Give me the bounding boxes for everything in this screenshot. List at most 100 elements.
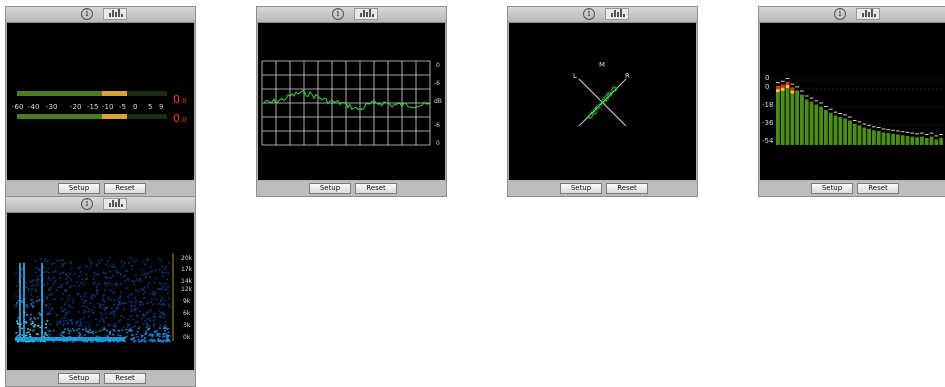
setup-button[interactable]: Setup: [58, 183, 100, 194]
bars-display-icon[interactable]: [103, 8, 127, 20]
band-bar: [924, 138, 929, 145]
stereo-scope-display: L M R: [509, 23, 696, 180]
bars-display-icon[interactable]: [354, 8, 378, 20]
bars-display-icon[interactable]: [103, 198, 127, 210]
reset-button[interactable]: Reset: [355, 183, 397, 194]
meter-scale-label: 5: [148, 103, 152, 111]
scale-label: -6: [434, 122, 440, 129]
band-bar: [809, 101, 814, 145]
band-bar: [867, 128, 871, 145]
panel-titlebar: i: [508, 7, 697, 23]
reset-button[interactable]: Reset: [104, 373, 146, 384]
band-bar: [790, 87, 795, 145]
panel-footer: Setup Reset: [759, 181, 945, 196]
meter-scale-label: 9: [159, 103, 163, 111]
info-circle-icon[interactable]: i: [583, 8, 595, 20]
reset-button[interactable]: Reset: [857, 183, 899, 194]
band-bar: [828, 112, 833, 145]
freq-label: 14k: [181, 278, 193, 285]
band-bar: [838, 117, 843, 145]
scale-label: 0: [765, 74, 769, 82]
meter-scale-label: -5: [119, 103, 126, 111]
meter-left-bar: [17, 91, 125, 96]
band-bar: [862, 127, 867, 145]
band-bar: [843, 118, 847, 145]
panel-footer: Setup Reset: [257, 181, 446, 196]
meter-scale-label: -20: [70, 103, 81, 111]
band-bar: [929, 136, 934, 145]
bars-display-icon[interactable]: [605, 8, 629, 20]
panel-footer: Setup Reset: [6, 371, 195, 386]
freq-label: 17k: [181, 266, 193, 273]
band-bar: [881, 132, 886, 145]
setup-button[interactable]: Setup: [309, 183, 351, 194]
spectrogram-display: 20k 17k 14k 12k 9k 6k 3k 0k: [7, 213, 194, 370]
band-bar: [833, 115, 838, 145]
meter-scale-label: 0: [133, 103, 137, 111]
reset-button[interactable]: Reset: [104, 183, 146, 194]
band-bar: [804, 99, 809, 145]
band-bar: [795, 90, 799, 145]
meter-scale-label: -60: [12, 103, 23, 111]
level-meter-display: -60 -40 -30 -20 -15 -10 -5 0 5 9 0 .0 0 .0: [7, 23, 194, 180]
meter-scale-label: -10: [102, 103, 113, 111]
setup-button[interactable]: Setup: [811, 183, 853, 194]
freq-label: 12k: [181, 286, 193, 293]
freq-label: 9k: [183, 298, 191, 305]
scope-label-m: M: [599, 61, 605, 69]
spectrum-curve-line: [261, 89, 431, 111]
band-bar: [780, 84, 785, 145]
scale-label: -54: [762, 137, 774, 145]
spectrum-curve-panel: i 0 -6 dB -6 0 Setup Reset: [256, 6, 447, 197]
band-bar: [900, 135, 905, 145]
setup-button[interactable]: Setup: [560, 183, 602, 194]
band-bar: [824, 110, 828, 145]
info-circle-icon[interactable]: i: [81, 198, 93, 210]
band-bar: [872, 130, 876, 145]
meter-right-bar: [17, 114, 125, 119]
multiband-meter-panel: i 0 0 -18 -36 -54 Setup Reset: [758, 6, 945, 197]
freq-label: 3k: [183, 322, 191, 329]
panel-footer: Setup Reset: [6, 181, 195, 196]
scope-label-r: R: [625, 72, 630, 80]
info-circle-icon[interactable]: i: [834, 8, 846, 20]
panel-titlebar: i: [6, 197, 195, 213]
scope-label-l: L: [573, 72, 577, 80]
band-bar: [934, 139, 939, 145]
meter-scale-label: -40: [28, 103, 39, 111]
band-bar: [896, 134, 900, 145]
band-bar: [800, 94, 804, 145]
spectrum-curve-display: 0 -6 dB -6 0: [258, 23, 445, 180]
freq-label: 20k: [181, 255, 193, 262]
reset-button[interactable]: Reset: [606, 183, 648, 194]
info-circle-icon[interactable]: i: [81, 8, 93, 20]
band-bar: [876, 131, 881, 145]
band-bar: [819, 106, 823, 145]
band-bar: [852, 124, 857, 145]
band-bar: [939, 138, 943, 145]
bars-display-icon[interactable]: [856, 8, 880, 20]
multiband-meter-display: 0 0 -18 -36 -54: [760, 23, 945, 180]
scale-label: -36: [762, 119, 774, 127]
panel-titlebar: i: [6, 7, 195, 23]
scale-label: 0: [436, 140, 440, 147]
band-bar: [910, 136, 915, 145]
band-bar: [857, 125, 862, 145]
scale-label: 0: [436, 62, 440, 69]
band-bar: [915, 137, 919, 145]
band-bar: [920, 136, 924, 145]
peak-right-value: 0: [173, 112, 180, 125]
band-bar: [905, 135, 910, 145]
setup-button[interactable]: Setup: [58, 373, 100, 384]
panel-titlebar: i: [759, 7, 945, 23]
peak-right-decimal: .0: [180, 116, 187, 124]
scale-label: -18: [762, 101, 773, 109]
spectrogram-panel: i 20k 17k 14k 12k 9k 6k 3k 0k Setup Rese…: [5, 196, 196, 387]
band-bar: [886, 133, 891, 145]
freq-label: 0k: [183, 334, 191, 341]
info-circle-icon[interactable]: i: [332, 8, 344, 20]
panel-footer: Setup Reset: [508, 181, 697, 196]
scale-label: 0: [765, 83, 769, 91]
meter-scale-label: -30: [46, 103, 57, 111]
band-bar: [848, 120, 852, 145]
